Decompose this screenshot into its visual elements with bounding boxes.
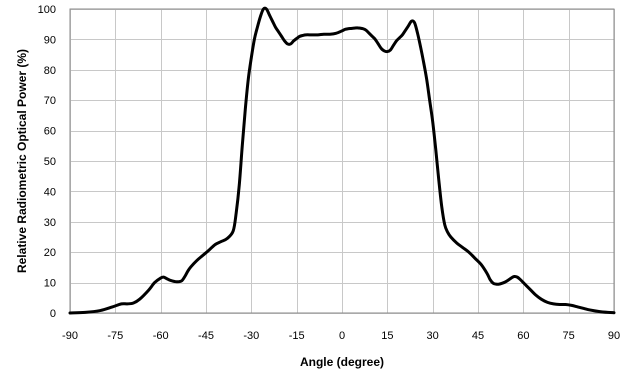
x-tick-label: -75 bbox=[107, 330, 123, 342]
x-axis-tick-labels: -90 -75 -60 -45 -30 -15 0 15 30 45 60 75 90 bbox=[62, 330, 620, 342]
x-tick-label: 75 bbox=[563, 330, 575, 342]
x-tick-label: -60 bbox=[153, 330, 169, 342]
x-tick-label: -45 bbox=[198, 330, 214, 342]
x-axis-title: Angle (degree) bbox=[300, 355, 384, 369]
x-tick-label: -90 bbox=[62, 330, 78, 342]
y-tick-label: 0 bbox=[50, 308, 56, 320]
y-tick-label: 60 bbox=[44, 126, 56, 138]
x-tick-label: 90 bbox=[608, 330, 620, 342]
y-tick-label: 80 bbox=[44, 65, 56, 77]
y-tick-label: 10 bbox=[44, 278, 56, 290]
y-tick-label: 70 bbox=[44, 95, 56, 107]
y-tick-label: 90 bbox=[44, 34, 56, 46]
y-tick-label: 30 bbox=[44, 217, 56, 229]
y-tick-label: 100 bbox=[38, 4, 56, 16]
y-tick-label: 40 bbox=[44, 186, 56, 198]
y-axis-tick-labels: 0 10 20 30 40 50 60 70 80 90 100 bbox=[38, 4, 56, 320]
series-layer bbox=[68, 6, 616, 315]
x-tick-label: 30 bbox=[427, 330, 439, 342]
y-tick-label: 20 bbox=[44, 247, 56, 259]
series-line bbox=[68, 6, 616, 315]
x-tick-label: 15 bbox=[381, 330, 393, 342]
x-tick-label: 0 bbox=[339, 330, 345, 342]
y-tick-label: 50 bbox=[44, 156, 56, 168]
x-tick-label: 45 bbox=[472, 330, 484, 342]
x-tick-label: -30 bbox=[243, 330, 259, 342]
x-tick-label: -15 bbox=[289, 330, 305, 342]
y-axis-title: Relative Radiometric Optical Power (%) bbox=[15, 49, 29, 273]
x-tick-label: 60 bbox=[517, 330, 529, 342]
plot-area-frame bbox=[69, 8, 615, 314]
